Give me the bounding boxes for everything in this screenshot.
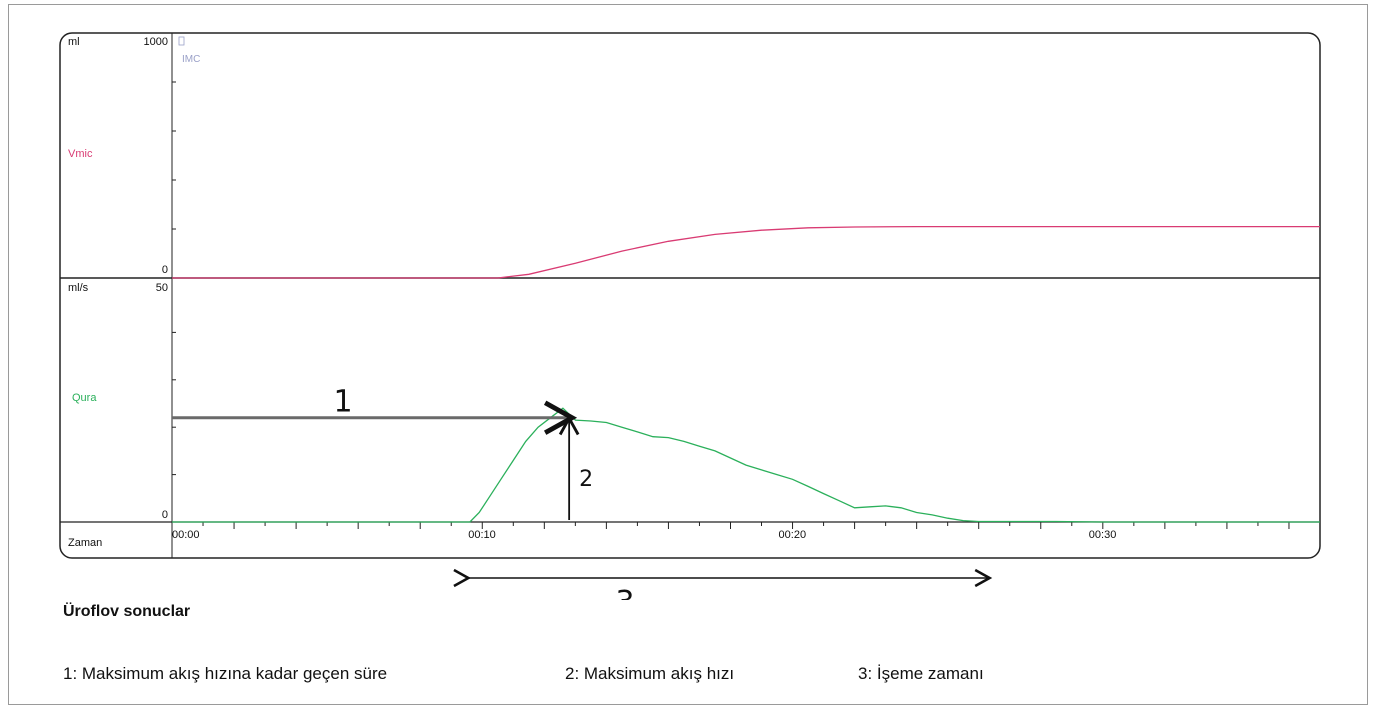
top-ymin-label: 0 — [162, 264, 168, 276]
outer-frame — [8, 4, 1368, 705]
qura-series-line — [172, 407, 1320, 523]
legend-item-1: 1: Maksimum akış hızına kadar geçen süre — [63, 664, 388, 683]
annotation-1-label: 1 — [333, 385, 352, 420]
vmic-series-line — [172, 225, 1320, 279]
top-ymax-label: 1000 — [144, 36, 168, 48]
x-axis-title: Zaman — [68, 537, 102, 549]
bottom-ymax-label: 50 — [156, 282, 168, 294]
x-tick-label: 00:00 — [172, 529, 200, 541]
bottom-ymin-label: 0 — [162, 509, 168, 521]
top-unit-label: ml — [68, 36, 80, 48]
results-title: Üroflov sonuclar — [63, 603, 191, 620]
imc-marker-icon — [178, 36, 185, 46]
y-ticks — [172, 81, 176, 476]
x-tick-label: 00:30 — [1089, 529, 1117, 541]
x-tick-label: 00:20 — [779, 529, 807, 541]
chart-frame — [59, 32, 1321, 559]
legend-item-2: 2: Maksimum akış hızı — [565, 664, 735, 683]
x-tick-label: 00:10 — [468, 529, 496, 541]
uroflow-chart: ml 1000 0 Vmic IMC ml/s 50 0 Qura Zaman … — [59, 32, 1321, 600]
legend-item-3: 3: İşeme zamanı — [858, 664, 984, 683]
imc-marker-label: IMC — [182, 54, 200, 65]
x-tick-labels: 00:00 00:10 00:20 00:30 — [172, 529, 1116, 541]
qura-series-label: Qura — [72, 392, 97, 404]
bottom-unit-label: ml/s — [68, 282, 89, 294]
annotation-2-label: 2 — [579, 467, 593, 492]
annotation-3-label: 3 — [615, 585, 634, 600]
vmic-series-label: Vmic — [68, 148, 93, 160]
x-ticks — [171, 522, 1321, 529]
